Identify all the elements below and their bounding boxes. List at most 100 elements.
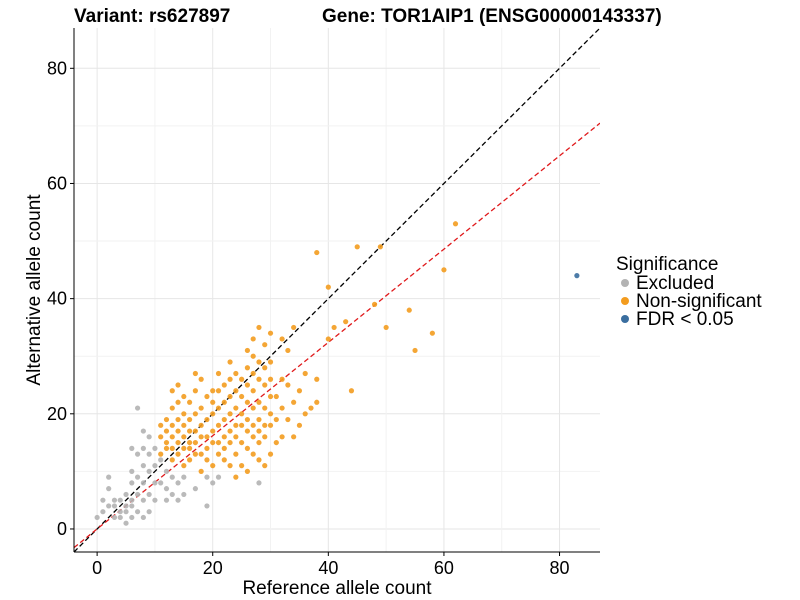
data-point-nonsig bbox=[343, 319, 349, 325]
data-point-nonsig bbox=[273, 393, 279, 400]
data-point-nonsig bbox=[169, 445, 175, 451]
data-point-nonsig bbox=[227, 439, 233, 446]
data-point-fdr bbox=[574, 273, 580, 279]
data-point-nonsig bbox=[187, 416, 193, 423]
data-point-nonsig bbox=[256, 416, 262, 423]
data-point-nonsig bbox=[267, 451, 274, 457]
data-point-excluded bbox=[129, 503, 135, 509]
data-point-nonsig bbox=[256, 399, 262, 405]
data-point-excluded bbox=[106, 474, 112, 480]
data-point-nonsig bbox=[221, 445, 227, 451]
data-point-nonsig bbox=[233, 474, 239, 480]
data-point-nonsig bbox=[441, 267, 447, 273]
data-point-nonsig bbox=[308, 405, 314, 411]
chart-title-variant: Variant: rs627897 bbox=[74, 6, 230, 27]
data-point-excluded bbox=[175, 480, 181, 486]
data-point-nonsig bbox=[262, 434, 268, 440]
chart-title-gene: Gene: TOR1AIP1 (ENSG00000143337) bbox=[322, 6, 662, 27]
data-point-excluded bbox=[169, 491, 175, 498]
data-point-nonsig bbox=[221, 457, 227, 463]
data-point-nonsig bbox=[233, 422, 239, 428]
data-point-nonsig bbox=[192, 411, 198, 417]
data-point-nonsig bbox=[192, 439, 198, 446]
data-point-nonsig bbox=[227, 411, 233, 417]
data-point-nonsig bbox=[239, 393, 245, 400]
data-point-excluded bbox=[175, 497, 181, 503]
data-point-nonsig bbox=[302, 411, 308, 417]
data-point-excluded bbox=[117, 514, 123, 521]
data-point-nonsig bbox=[262, 382, 268, 388]
data-point-nonsig bbox=[279, 376, 285, 382]
data-point-nonsig bbox=[452, 221, 459, 227]
data-point-excluded bbox=[140, 514, 146, 521]
data-point-nonsig bbox=[244, 445, 251, 451]
y-axis-ticks: 0 20 40 60 80 bbox=[47, 58, 74, 539]
legend-title: Significance bbox=[616, 254, 718, 275]
data-point-nonsig bbox=[302, 370, 308, 377]
data-point-nonsig bbox=[204, 393, 210, 400]
data-point-nonsig bbox=[187, 399, 193, 405]
data-point-excluded bbox=[100, 497, 106, 503]
data-point-nonsig bbox=[325, 284, 331, 290]
data-point-nonsig bbox=[239, 439, 245, 446]
data-point-nonsig bbox=[244, 365, 251, 371]
data-point-nonsig bbox=[377, 244, 383, 250]
data-point-nonsig bbox=[198, 405, 204, 411]
data-point-excluded bbox=[106, 486, 112, 492]
data-point-nonsig bbox=[256, 428, 262, 434]
data-point-nonsig bbox=[175, 428, 181, 434]
data-point-excluded bbox=[129, 480, 135, 486]
data-point-excluded bbox=[106, 503, 112, 509]
data-point-nonsig bbox=[210, 439, 216, 446]
data-point-nonsig bbox=[215, 422, 222, 428]
data-point-excluded bbox=[215, 474, 222, 480]
data-point-excluded bbox=[140, 463, 146, 469]
data-point-nonsig bbox=[169, 457, 175, 463]
data-point-nonsig bbox=[233, 370, 239, 377]
data-point-excluded bbox=[169, 474, 175, 480]
data-point-nonsig bbox=[215, 388, 222, 394]
data-point-nonsig bbox=[267, 330, 274, 336]
data-point-nonsig bbox=[429, 330, 435, 336]
legend-swatch-nonsig bbox=[621, 297, 629, 305]
data-point-excluded bbox=[134, 474, 141, 480]
data-point-nonsig bbox=[262, 463, 268, 469]
data-point-nonsig bbox=[198, 434, 204, 440]
data-point-excluded bbox=[181, 474, 187, 480]
data-point-nonsig bbox=[239, 463, 245, 469]
data-point-nonsig bbox=[244, 399, 251, 405]
data-point-nonsig bbox=[204, 434, 210, 440]
y-tick-label: 20 bbox=[47, 404, 67, 424]
data-point-nonsig bbox=[250, 353, 256, 359]
y-tick-label: 80 bbox=[47, 58, 67, 78]
data-point-nonsig bbox=[204, 445, 210, 451]
data-point-nonsig bbox=[250, 336, 256, 342]
data-point-excluded bbox=[146, 491, 152, 498]
data-point-nonsig bbox=[256, 359, 262, 365]
data-point-nonsig bbox=[198, 422, 204, 428]
data-point-excluded bbox=[210, 480, 216, 486]
grid-lines bbox=[74, 28, 600, 552]
x-tick-label: 20 bbox=[203, 558, 223, 578]
data-point-nonsig bbox=[158, 451, 164, 457]
data-point-excluded bbox=[163, 497, 170, 503]
data-point-nonsig bbox=[314, 376, 320, 382]
data-point-nonsig bbox=[158, 434, 164, 440]
data-point-nonsig bbox=[210, 463, 216, 469]
data-point-nonsig bbox=[267, 359, 274, 365]
data-point-nonsig bbox=[181, 463, 187, 469]
data-point-excluded bbox=[134, 509, 141, 515]
data-point-excluded bbox=[192, 486, 198, 492]
data-point-nonsig bbox=[221, 434, 227, 440]
data-point-excluded bbox=[152, 445, 158, 451]
data-point-nonsig bbox=[244, 468, 251, 474]
data-point-nonsig bbox=[279, 405, 285, 411]
data-point-nonsig bbox=[175, 439, 181, 446]
data-point-nonsig bbox=[187, 445, 193, 451]
data-point-nonsig bbox=[244, 347, 251, 354]
data-point-nonsig bbox=[227, 376, 233, 382]
data-point-nonsig bbox=[279, 434, 285, 440]
data-point-nonsig bbox=[210, 399, 216, 405]
x-tick-label: 0 bbox=[92, 558, 102, 578]
data-point-nonsig bbox=[262, 405, 268, 411]
